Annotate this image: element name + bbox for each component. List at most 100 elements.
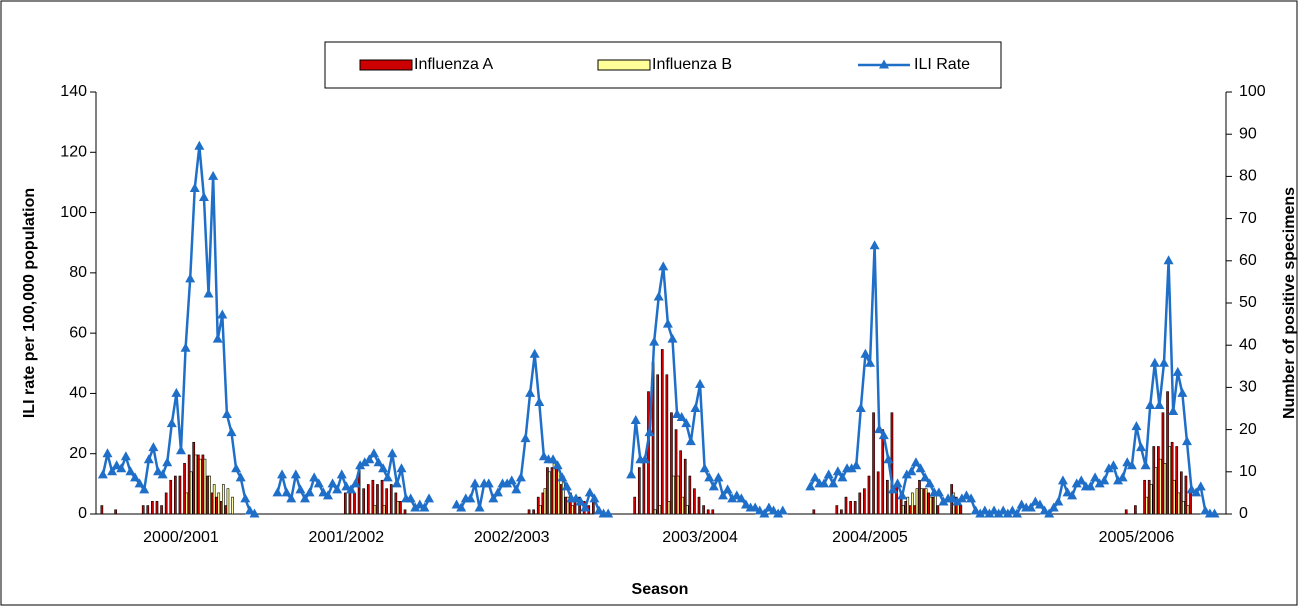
bar [192, 441, 196, 515]
bar [1182, 501, 1185, 515]
marker [272, 487, 283, 497]
marker [378, 463, 389, 473]
bar [913, 505, 917, 515]
marker [915, 463, 926, 473]
bar [559, 484, 563, 515]
y-tick-label: 100 [60, 204, 87, 221]
bar [224, 505, 228, 515]
y-tick-label: 80 [69, 264, 87, 281]
bar [578, 496, 581, 515]
marker [805, 481, 816, 491]
legend-label: Influenza B [652, 56, 732, 73]
bar [1149, 484, 1153, 515]
x-tick-label: 2005/2006 [1099, 529, 1175, 546]
marker [649, 336, 660, 346]
marker [1126, 460, 1137, 470]
marker [419, 502, 430, 512]
bar [550, 467, 554, 515]
marker [313, 478, 324, 488]
marker [603, 508, 614, 518]
marker [469, 478, 480, 488]
marker [879, 59, 889, 69]
marker [644, 427, 655, 437]
bar [1163, 463, 1167, 515]
marker [483, 478, 494, 488]
marker [212, 333, 223, 343]
marker [713, 472, 724, 482]
marker [520, 433, 531, 443]
bar [373, 505, 377, 515]
marker [506, 475, 517, 485]
marker [910, 457, 921, 467]
y2-tick-label: 70 [1239, 210, 1257, 227]
bar [670, 412, 673, 515]
bar [199, 458, 202, 515]
y2-tick-label: 0 [1239, 505, 1248, 522]
marker [130, 472, 141, 482]
bar [546, 467, 549, 515]
marker [217, 309, 228, 319]
marker [244, 505, 255, 515]
marker [359, 457, 370, 467]
marker [731, 490, 742, 500]
marker [754, 505, 765, 515]
x-axis-title: Season [632, 581, 689, 598]
marker [1108, 460, 1119, 470]
marker [410, 502, 421, 512]
bar [146, 505, 150, 515]
bar [844, 496, 848, 515]
y2-axis-title: Number of positive specimens [1281, 187, 1298, 419]
bar [876, 471, 880, 515]
bar [194, 454, 198, 515]
marker [465, 493, 476, 503]
marker [828, 478, 839, 488]
bar [922, 488, 926, 515]
marker [887, 484, 898, 494]
marker [1145, 399, 1156, 409]
marker [1099, 475, 1110, 485]
marker [1163, 255, 1174, 265]
bar [911, 492, 914, 515]
marker [157, 469, 168, 479]
x-tick-label: 2002/2003 [474, 529, 550, 546]
bar [541, 492, 545, 515]
bar [858, 492, 862, 515]
bar [685, 505, 689, 515]
marker [901, 469, 912, 479]
bar [385, 488, 388, 515]
legend-swatch [597, 59, 651, 71]
marker [676, 412, 687, 422]
bar [217, 492, 221, 515]
bar [571, 505, 574, 515]
marker [162, 457, 173, 467]
marker [488, 493, 499, 503]
marker [304, 487, 315, 497]
y-tick-label: 0 [78, 505, 87, 522]
y2-tick-label: 50 [1239, 294, 1257, 311]
marker [1154, 399, 1165, 409]
marker [630, 415, 641, 425]
marker [575, 496, 586, 506]
marker [704, 472, 715, 482]
marker [819, 478, 830, 488]
marker [1131, 421, 1142, 431]
marker [1177, 387, 1188, 397]
marker [281, 487, 292, 497]
marker [492, 487, 503, 497]
bar [557, 467, 561, 515]
marker [548, 454, 559, 464]
bar [196, 454, 200, 515]
marker [451, 499, 462, 509]
bar [396, 501, 400, 515]
y-tick-label: 60 [69, 324, 87, 341]
marker [837, 472, 848, 482]
bar [532, 509, 535, 515]
bar [394, 492, 398, 515]
marker [327, 478, 338, 488]
bar [564, 496, 568, 515]
bar [881, 429, 885, 515]
bar [890, 412, 894, 515]
marker [529, 348, 540, 358]
marker [920, 472, 931, 482]
bar [1166, 391, 1169, 515]
